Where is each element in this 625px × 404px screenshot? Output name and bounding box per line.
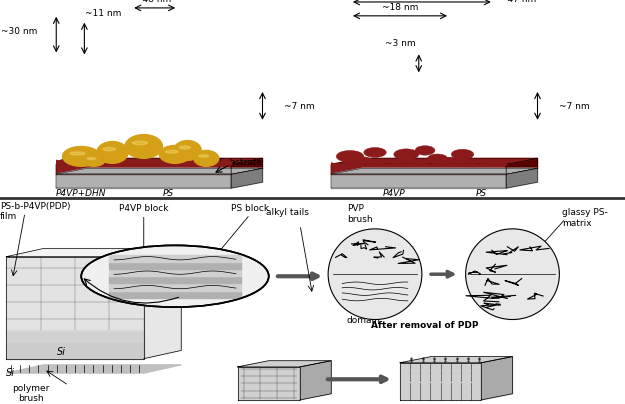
- Text: P4VP+DHN: P4VP+DHN: [56, 189, 106, 198]
- Text: ~7 nm: ~7 nm: [284, 102, 315, 112]
- Text: PS-b-P4VP(PDP)
film: PS-b-P4VP(PDP) film: [0, 202, 71, 221]
- Polygon shape: [109, 291, 241, 298]
- Text: polymer
brush: polymer brush: [12, 384, 50, 404]
- Text: alkyl tails: alkyl tails: [266, 208, 309, 217]
- Polygon shape: [109, 276, 241, 284]
- Ellipse shape: [451, 149, 474, 160]
- Text: Si: Si: [57, 347, 66, 357]
- Ellipse shape: [354, 157, 371, 164]
- Polygon shape: [400, 357, 512, 363]
- Ellipse shape: [174, 141, 201, 160]
- Ellipse shape: [442, 157, 458, 164]
- Polygon shape: [331, 158, 538, 164]
- Text: glassy PS-
matrix: glassy PS- matrix: [562, 208, 608, 228]
- Polygon shape: [109, 255, 241, 262]
- Polygon shape: [56, 168, 262, 174]
- Polygon shape: [109, 262, 241, 269]
- Text: PS block: PS block: [231, 204, 269, 213]
- Ellipse shape: [166, 150, 178, 153]
- Ellipse shape: [394, 149, 419, 160]
- Ellipse shape: [125, 135, 162, 158]
- Text: ~48 nm: ~48 nm: [135, 0, 171, 4]
- Ellipse shape: [132, 141, 148, 145]
- Polygon shape: [331, 174, 506, 188]
- Text: ~30 nm: ~30 nm: [1, 27, 37, 36]
- Ellipse shape: [336, 150, 364, 162]
- Polygon shape: [481, 357, 512, 400]
- Polygon shape: [238, 367, 300, 400]
- Polygon shape: [331, 168, 538, 174]
- Polygon shape: [56, 158, 262, 164]
- Text: PVP
brush: PVP brush: [347, 204, 372, 223]
- Polygon shape: [6, 257, 144, 359]
- Polygon shape: [6, 330, 144, 342]
- Text: After removal of PDP: After removal of PDP: [371, 321, 479, 330]
- Polygon shape: [56, 164, 231, 174]
- Polygon shape: [109, 284, 241, 291]
- Text: ~7 nm: ~7 nm: [559, 102, 590, 112]
- Text: PS: PS: [476, 189, 487, 198]
- Polygon shape: [6, 248, 181, 257]
- Text: ~11 nm: ~11 nm: [85, 9, 121, 18]
- Polygon shape: [231, 168, 262, 188]
- Polygon shape: [6, 257, 144, 330]
- Text: P4VP block: P4VP block: [119, 204, 169, 213]
- Ellipse shape: [70, 152, 85, 155]
- Ellipse shape: [328, 229, 422, 320]
- Ellipse shape: [428, 154, 448, 163]
- Text: ~18 nm: ~18 nm: [382, 3, 418, 13]
- Ellipse shape: [194, 150, 219, 166]
- Polygon shape: [300, 361, 331, 400]
- Polygon shape: [506, 158, 538, 174]
- Text: Substrate: Substrate: [219, 158, 262, 167]
- Polygon shape: [238, 361, 331, 367]
- Ellipse shape: [179, 146, 190, 149]
- Text: SiO₂: SiO₂: [206, 287, 225, 296]
- Ellipse shape: [87, 158, 96, 160]
- Polygon shape: [231, 158, 262, 174]
- Text: PS: PS: [163, 189, 174, 198]
- Polygon shape: [109, 269, 241, 276]
- Polygon shape: [56, 174, 231, 188]
- Text: hollow
domain: hollow domain: [347, 305, 381, 324]
- Ellipse shape: [364, 147, 386, 158]
- Ellipse shape: [62, 147, 100, 166]
- Ellipse shape: [97, 141, 128, 163]
- Ellipse shape: [103, 147, 116, 151]
- Ellipse shape: [466, 229, 559, 320]
- Ellipse shape: [199, 155, 209, 157]
- Polygon shape: [331, 164, 506, 174]
- Polygon shape: [6, 342, 144, 359]
- Text: ~47 nm: ~47 nm: [500, 0, 536, 4]
- Polygon shape: [506, 168, 538, 188]
- Text: P4VP: P4VP: [382, 189, 405, 198]
- Ellipse shape: [159, 145, 191, 163]
- Text: ~3 nm: ~3 nm: [385, 39, 415, 48]
- Ellipse shape: [82, 154, 105, 166]
- Circle shape: [81, 245, 269, 307]
- Polygon shape: [144, 248, 181, 359]
- Ellipse shape: [415, 146, 435, 155]
- Text: Si: Si: [6, 368, 15, 378]
- Polygon shape: [6, 365, 181, 373]
- Polygon shape: [400, 363, 481, 400]
